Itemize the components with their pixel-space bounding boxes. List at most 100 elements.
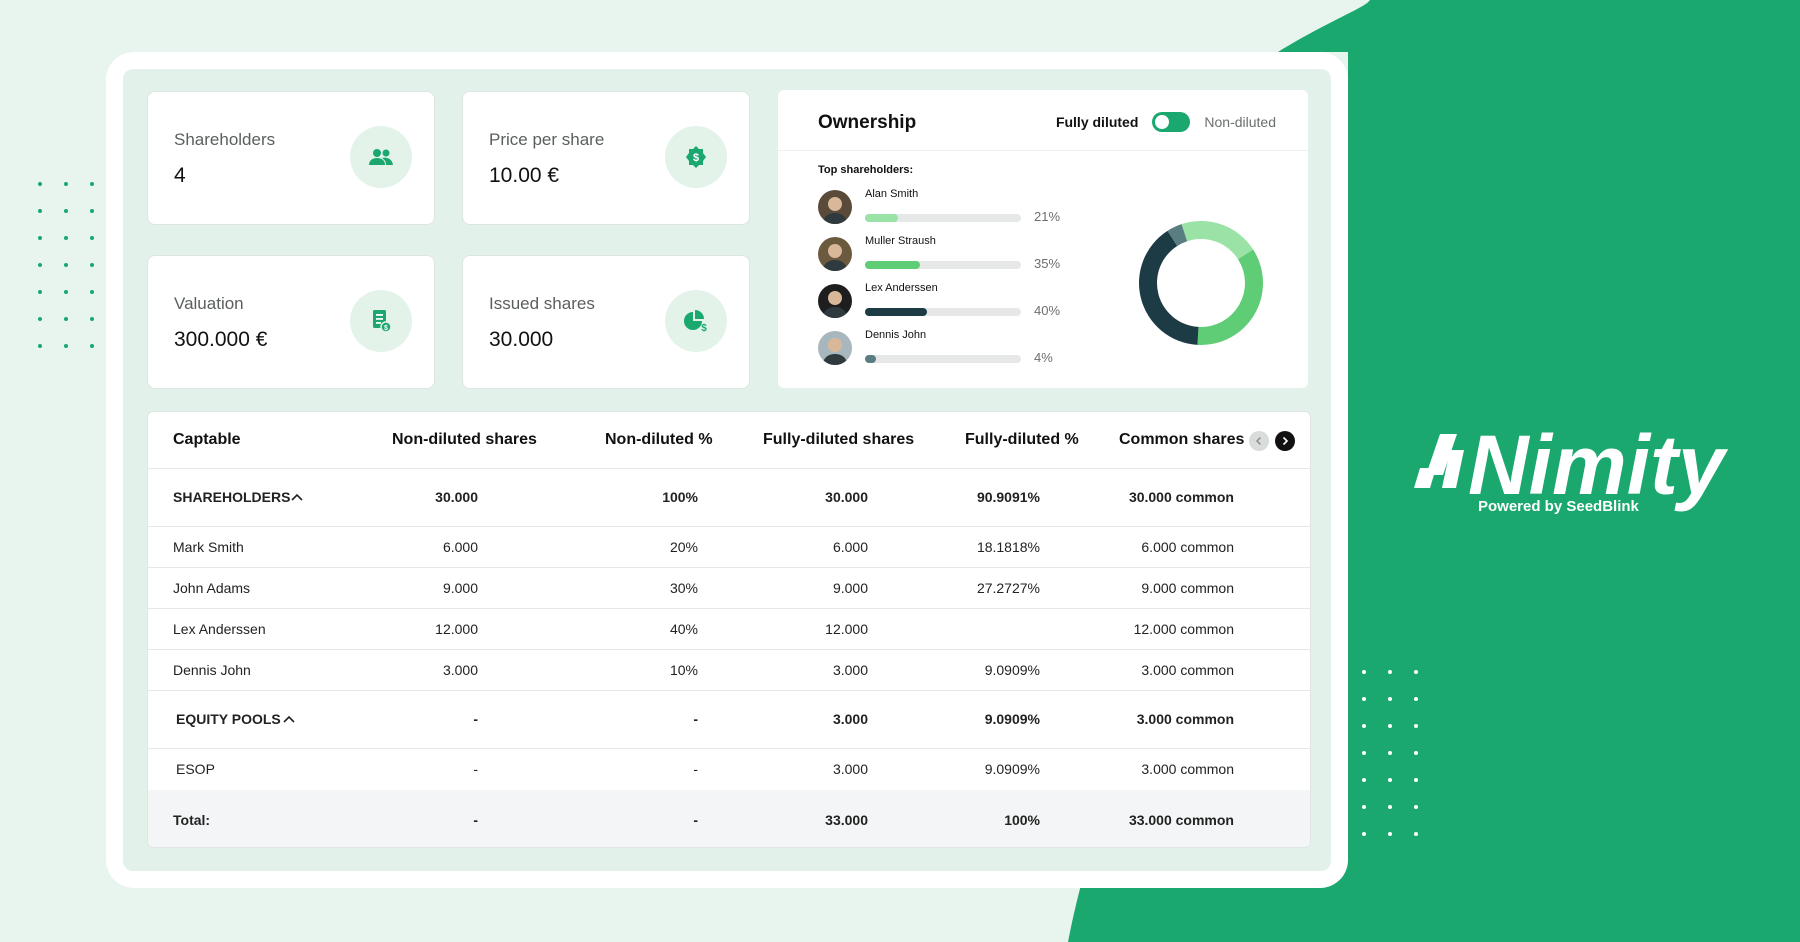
- dot: [64, 290, 68, 294]
- row-label: Lex Anderssen: [173, 621, 266, 637]
- donut-slice-muller-straush: [1197, 249, 1263, 345]
- users-icon: [350, 126, 412, 188]
- dots-left: [38, 182, 98, 352]
- top-shareholders-label: Top shareholders:: [818, 164, 914, 176]
- group-row-shareholders[interactable]: SHAREHOLDERS 30.000 100% 30.000 90.9091% 30.0…: [148, 468, 1310, 527]
- cell-non-diluted-pct: -: [693, 761, 698, 777]
- dot: [90, 236, 94, 240]
- stat-card-shareholders: Shareholders 4: [147, 91, 435, 225]
- cell-non-diluted-pct: 30%: [669, 580, 698, 596]
- cell-non-diluted-pct: 10%: [669, 662, 698, 678]
- cell-fully-diluted-shares: 30.000: [825, 489, 868, 505]
- dot: [1414, 697, 1418, 701]
- shareholder-percent: 35%: [1034, 256, 1061, 271]
- dot: [90, 263, 94, 267]
- dot: [1362, 697, 1366, 701]
- cell-fully-diluted-pct: 100%: [1004, 812, 1040, 828]
- dot: [1388, 832, 1392, 836]
- cell-non-diluted-pct: -: [693, 711, 698, 727]
- logo-tagline: Powered by SeedBlink: [1478, 498, 1640, 515]
- stat-label: Valuation: [174, 294, 244, 313]
- scroll-left-button[interactable]: [1249, 431, 1269, 451]
- dot: [64, 344, 68, 348]
- ownership-bar-fill: [865, 308, 928, 316]
- header-non-diluted-shares[interactable]: Non-diluted shares: [392, 431, 537, 448]
- ownership-donut-chart: [1139, 221, 1263, 345]
- shareholder-row[interactable]: Lex Anderssen 40%: [818, 282, 1068, 324]
- header-common-shares[interactable]: Common shares: [1119, 431, 1245, 448]
- cell-non-diluted-shares: 3.000: [442, 662, 478, 678]
- total-row: Total: - - 33.000 100% 33.000 common: [148, 790, 1310, 847]
- cell-non-diluted-shares: 9.000: [442, 580, 478, 596]
- cell-non-diluted-shares: 6.000: [442, 539, 478, 555]
- toggle-label-fully-diluted[interactable]: Fully diluted: [1055, 114, 1139, 130]
- cell-fully-diluted-shares: 12.000: [825, 621, 868, 637]
- ownership-card: Ownership Fully diluted Non-diluted Top …: [778, 90, 1308, 388]
- dot: [38, 236, 42, 240]
- dot: [64, 236, 68, 240]
- dot: [1414, 832, 1418, 836]
- shareholder-name: Lex Anderssen: [865, 282, 938, 294]
- cell-non-diluted-shares: -: [473, 761, 478, 777]
- dot: [38, 263, 42, 267]
- group-row-equity-pools[interactable]: EQUITY POOLS - - 3.000 9.0909% 3.000 common: [148, 690, 1310, 749]
- dot: [1414, 778, 1418, 782]
- header-fully-diluted-shares[interactable]: Fully-diluted shares: [763, 431, 915, 448]
- dot: [90, 209, 94, 213]
- dot: [64, 209, 68, 213]
- ownership-bar: [865, 308, 1021, 316]
- dot: [1388, 697, 1392, 701]
- cell-common-shares: 3.000 common: [1136, 711, 1234, 727]
- cell-fully-diluted-shares: 6.000: [832, 539, 868, 555]
- cell-common-shares: 3.000 common: [1141, 662, 1234, 678]
- shareholder-percent: 40%: [1034, 303, 1061, 318]
- scroll-right-button[interactable]: [1275, 431, 1295, 451]
- dot: [90, 317, 94, 321]
- cell-common-shares: 6.000 common: [1141, 539, 1234, 555]
- dot: [38, 290, 42, 294]
- dot: [38, 344, 42, 348]
- table-row: ESOP - - 3.000 9.0909% 3.000 common: [148, 748, 1310, 791]
- shareholder-row[interactable]: Dennis John 4%: [818, 329, 1068, 371]
- dot: [1414, 751, 1418, 755]
- donut-slice-dennis-john: [1167, 224, 1188, 246]
- chevron-up-icon[interactable]: [282, 714, 296, 724]
- dots-right: [1362, 670, 1422, 840]
- ownership-bar: [865, 214, 1021, 222]
- dot: [1414, 805, 1418, 809]
- shareholder-row[interactable]: Alan Smith 21%: [818, 188, 1068, 230]
- header-fully-diluted-pct[interactable]: Fully-diluted %: [965, 431, 1079, 448]
- dot: [1362, 805, 1366, 809]
- dot: [1388, 751, 1392, 755]
- svg-text:$: $: [701, 323, 707, 333]
- table-row: Mark Smith 6.000 20% 6.000 18.1818% 6.000 com…: [148, 526, 1310, 568]
- cell-non-diluted-shares: 12.000: [435, 621, 478, 637]
- header-non-diluted-pct[interactable]: Non-diluted %: [605, 431, 713, 448]
- ownership-bar: [865, 355, 1021, 363]
- svg-text:$: $: [384, 325, 388, 332]
- shareholder-percent: 21%: [1034, 209, 1061, 224]
- ownership-bar-fill: [865, 214, 898, 222]
- dilution-toggle[interactable]: [1152, 112, 1191, 132]
- ownership-title: Ownership: [818, 112, 917, 133]
- chevron-up-icon[interactable]: [290, 492, 304, 502]
- row-label: John Adams: [173, 580, 251, 596]
- cell-fully-diluted-pct: 18.1818%: [976, 539, 1040, 555]
- table-row: John Adams 9.000 30% 9.000 27.2727% 9.000 com…: [148, 567, 1310, 609]
- header-captable[interactable]: Captable: [173, 431, 241, 448]
- toggle-knob: [1155, 115, 1170, 129]
- row-label: ESOP: [176, 761, 215, 777]
- table-row: Dennis John 3.000 10% 3.000 9.0909% 3.000 com…: [148, 649, 1310, 691]
- row-label: EQUITY POOLS: [176, 711, 281, 727]
- cell-non-diluted-shares: 30.000: [435, 489, 478, 505]
- stat-card-valuation: Valuation 300.000 € $: [147, 255, 435, 389]
- table-row: Lex Anderssen 12.000 40% 12.000 12.000 commo…: [148, 608, 1310, 650]
- shareholder-row[interactable]: Muller Straush 35%: [818, 235, 1068, 277]
- cell-fully-diluted-pct: 9.0909%: [984, 662, 1040, 678]
- stat-card-issued-shares: Issued shares 30.000 $: [462, 255, 750, 389]
- cell-common-shares: 9.000 common: [1141, 580, 1234, 596]
- toggle-label-non-diluted[interactable]: Non-diluted: [1204, 114, 1276, 130]
- dot: [64, 263, 68, 267]
- cell-fully-diluted-pct: 9.0909%: [984, 711, 1040, 727]
- cell-fully-diluted-pct: 9.0909%: [984, 761, 1040, 777]
